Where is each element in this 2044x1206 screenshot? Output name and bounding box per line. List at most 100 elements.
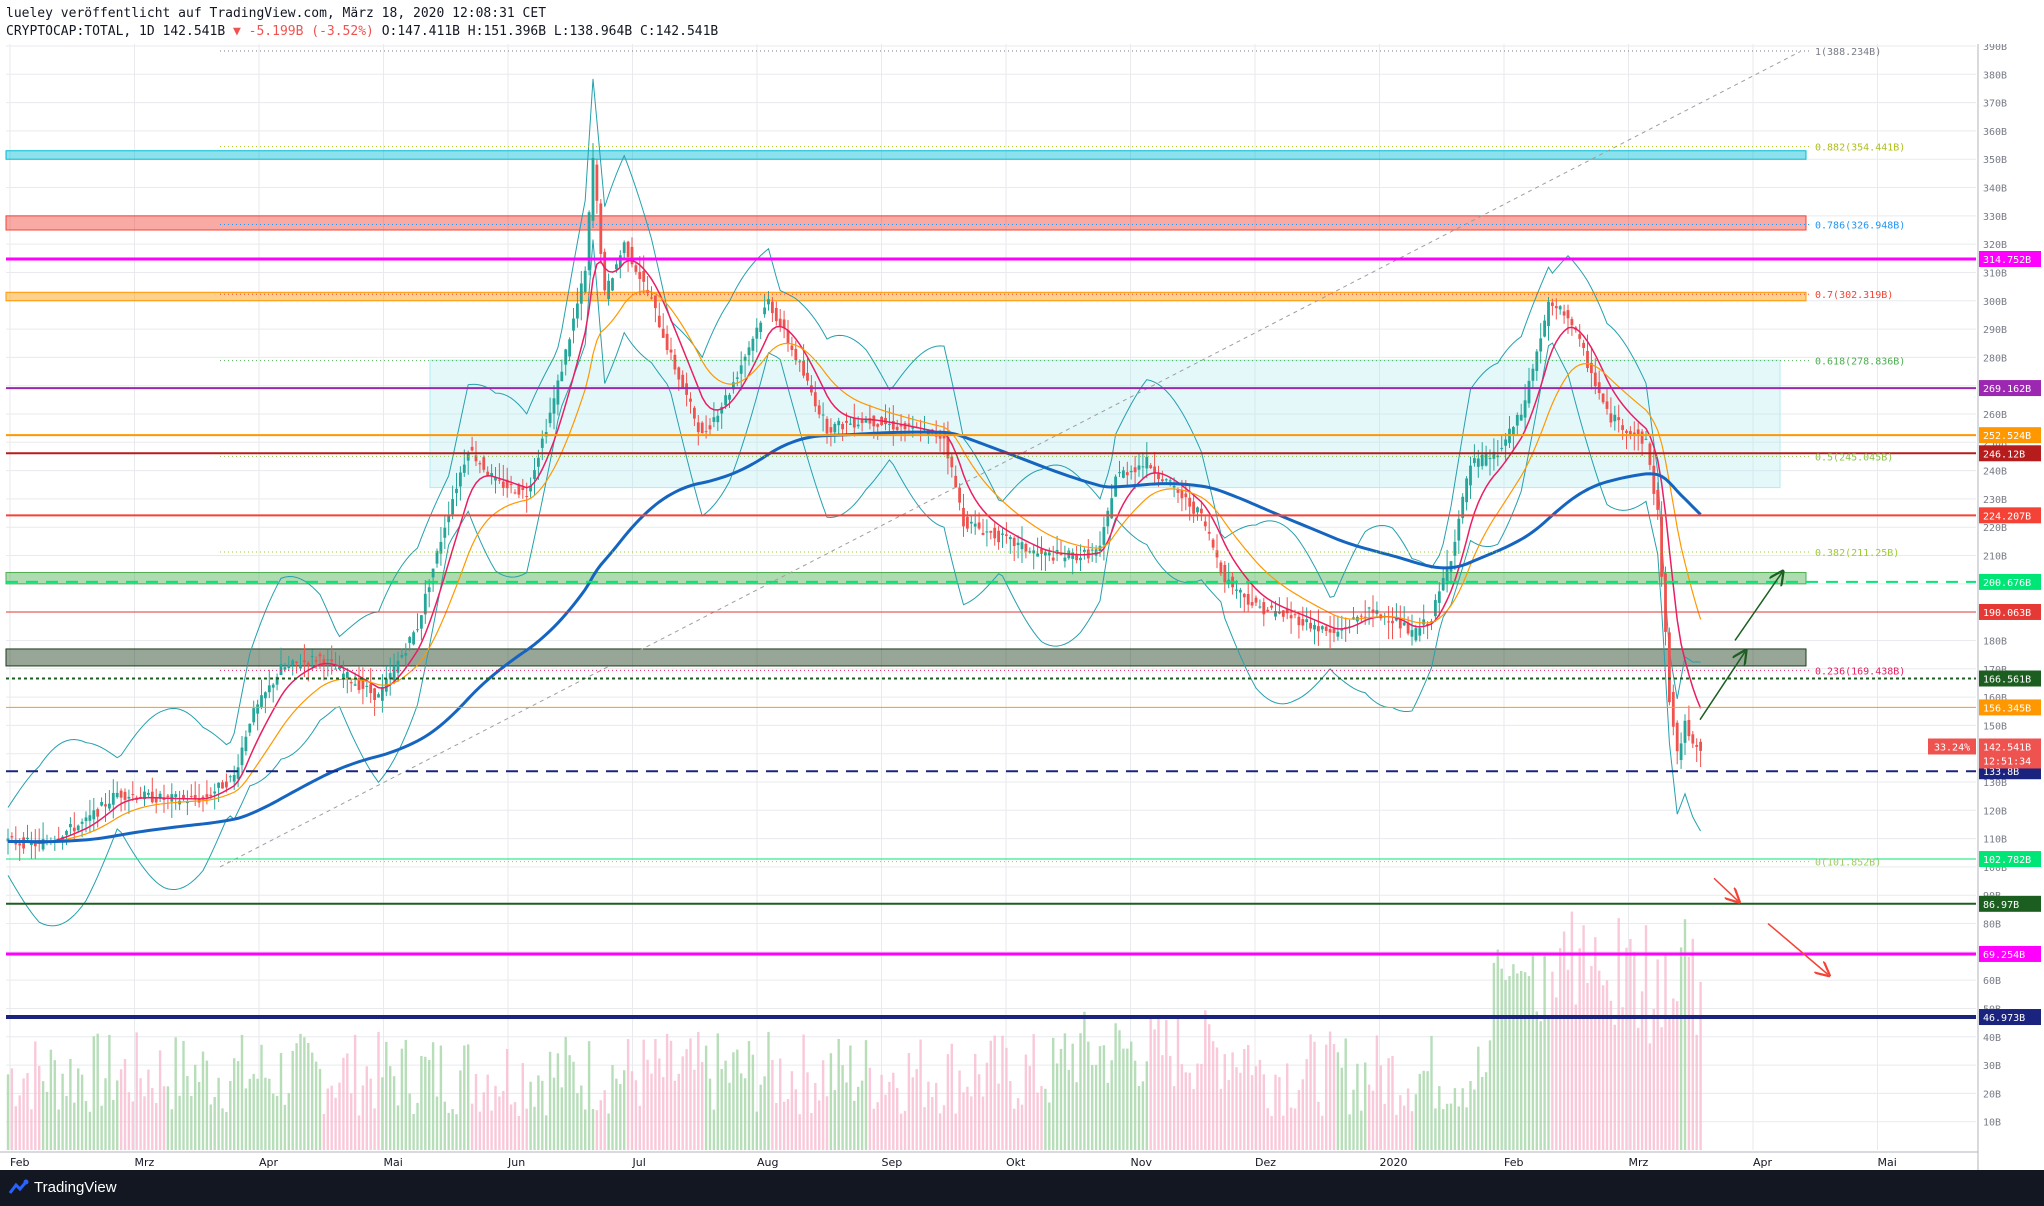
volume-bar — [1091, 1065, 1094, 1150]
candle-body — [716, 415, 720, 423]
candle-body — [771, 301, 774, 314]
candle-body — [1359, 615, 1363, 617]
volume-bar — [498, 1096, 501, 1150]
candle-body — [525, 496, 529, 498]
volume-bar — [1531, 953, 1535, 1150]
candle-body — [392, 666, 396, 681]
level-price-label: 252.524B — [1983, 431, 2031, 442]
volume-bar — [494, 1085, 497, 1150]
volume-bar — [470, 1103, 474, 1150]
volume-bar — [1383, 1103, 1386, 1150]
volume-bar — [14, 1106, 17, 1150]
volume-bar — [615, 1078, 618, 1150]
volume-bar — [385, 1041, 388, 1150]
candle-body — [1262, 602, 1266, 615]
candle-body — [1207, 531, 1211, 534]
candle-body — [1008, 536, 1012, 540]
candle-body — [1332, 628, 1336, 633]
candle-body — [595, 164, 599, 201]
volume-bar — [1414, 1094, 1418, 1150]
tradingview-logo-icon[interactable] — [8, 1179, 30, 1195]
symbol-label[interactable]: CRYPTOCAP:TOTAL, 1D 142.541B — [6, 24, 226, 39]
volume-bar — [1621, 1007, 1624, 1150]
candle-body — [665, 333, 669, 351]
volume-bar — [1235, 1067, 1238, 1150]
candle-body — [1461, 496, 1465, 519]
candle-body — [1402, 622, 1406, 626]
volume-bar — [369, 1078, 372, 1150]
volume-bar — [1516, 973, 1519, 1150]
candle-body — [891, 421, 895, 430]
candle-body — [739, 365, 743, 374]
volume-bar — [1278, 1077, 1281, 1150]
volume-bar — [170, 1109, 173, 1150]
volume-bar — [1644, 925, 1648, 1150]
volume-bar — [1289, 1107, 1293, 1150]
candle-body — [1543, 320, 1546, 337]
volume-bar — [1664, 953, 1667, 1150]
volume-bar — [782, 1101, 786, 1150]
volume-bar — [147, 1069, 150, 1150]
price-tick-label: 30B — [1983, 1061, 2001, 1072]
price-axis[interactable]: 10B20B30B40B50B60B70B80B90B100B110B120B1… — [1928, 44, 2044, 1170]
candle-body — [782, 319, 786, 329]
volume-bar — [1165, 1020, 1168, 1150]
price-chart[interactable]: 1(388.234B) 0.882(354.441B) 0.786(326.948B… — [0, 44, 2044, 1170]
volume-bar — [763, 1076, 766, 1150]
time-tick-label: Feb — [10, 1156, 29, 1169]
time-tick-label: Apr — [259, 1156, 279, 1169]
change-pct-label: 33.24% — [1934, 742, 1970, 753]
volume-bar — [794, 1089, 797, 1150]
candle-body — [111, 792, 115, 805]
volume-bar — [439, 1045, 443, 1150]
volume-bar — [1250, 1075, 1254, 1150]
level-price-label: 69.254B — [1983, 950, 2025, 961]
volume-bar — [1204, 1010, 1207, 1150]
volume-bar — [435, 1096, 439, 1150]
volume-bar — [728, 1082, 731, 1150]
volume-bar — [1231, 1052, 1234, 1150]
price-tick-label: 220B — [1983, 523, 2007, 534]
volume-bar — [377, 1031, 380, 1150]
candle-body — [1141, 466, 1145, 468]
brand-name[interactable]: TradingView — [34, 1179, 117, 1196]
candle-body — [435, 550, 439, 564]
fib-label: 0.7(302.319B) — [1815, 290, 1893, 301]
volume-bar — [1180, 1064, 1184, 1150]
bollinger-bands — [7, 78, 1702, 927]
time-axis[interactable]: Feb Mrz Apr Mai Jun Jul Aug Sep Okt Nov Dez 2020 Feb… — [0, 1151, 1978, 1169]
projection-arrow — [1699, 652, 1745, 721]
volume-bar — [634, 1080, 638, 1150]
volume-bar — [240, 1034, 244, 1150]
price-tick-label: 390B — [1983, 44, 2007, 53]
volume-bar — [1137, 1085, 1141, 1150]
level-price-label: 156.345B — [1983, 703, 2031, 714]
volume-bar — [529, 1081, 532, 1150]
volume-bar — [724, 1060, 727, 1150]
candle-body — [318, 654, 322, 657]
volume-bar — [603, 1090, 606, 1150]
candle-body — [622, 242, 626, 254]
volume-bar — [1293, 1108, 1297, 1150]
volume-bar — [307, 1042, 310, 1150]
volume-bar — [1114, 1023, 1117, 1150]
candle-body — [1180, 489, 1184, 499]
candle-body — [1145, 456, 1149, 469]
volume-bar — [630, 1071, 634, 1150]
volume-bar — [1481, 1076, 1484, 1150]
volume-bar — [186, 1076, 189, 1150]
volume-bar — [112, 1099, 115, 1150]
volume-bar — [743, 1078, 747, 1150]
volume-bar — [810, 1113, 813, 1150]
candle-body — [303, 660, 306, 663]
candle-body — [236, 767, 240, 779]
volume-bar — [1305, 1059, 1308, 1150]
volume-bar — [49, 1049, 53, 1150]
volume-bar — [1192, 1089, 1195, 1150]
candle-body — [1465, 478, 1468, 503]
volume-bar — [268, 1078, 271, 1150]
price-tick-label: 170B — [1983, 665, 2007, 676]
volume-bar — [108, 1034, 111, 1150]
volume-bar — [903, 1110, 907, 1150]
fib-label: 0(101.852B) — [1815, 858, 1881, 869]
